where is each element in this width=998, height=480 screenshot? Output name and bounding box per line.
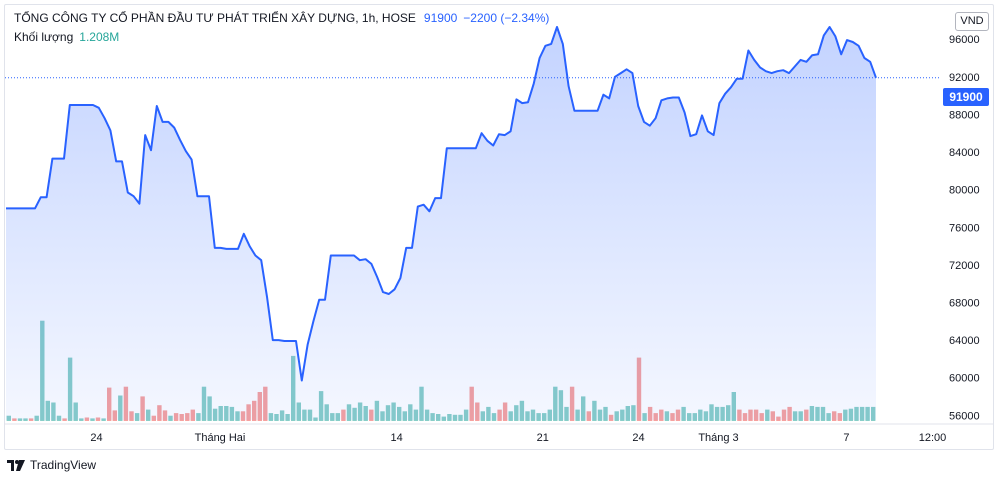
x-tick-label: 24 bbox=[90, 432, 102, 444]
x-tick-label: 12:00 bbox=[919, 432, 947, 444]
tradingview-brand[interactable]: TradingView bbox=[6, 458, 96, 472]
price-line bbox=[6, 26, 877, 382]
y-tick-label: 64000 bbox=[949, 335, 980, 347]
price-area bbox=[6, 27, 876, 420]
y-tick-label: 72000 bbox=[949, 260, 980, 272]
volume-label: Khối lượng bbox=[14, 30, 74, 44]
brand-name: TradingView bbox=[30, 458, 97, 472]
last-price-tag: 91900 bbox=[943, 88, 989, 106]
y-tick-label: 96000 bbox=[949, 34, 980, 46]
x-tick-label: 7 bbox=[843, 432, 849, 444]
x-axis: 24 Tháng Hai 14 21 24 Tháng 3 7 12:00 bbox=[5, 423, 993, 444]
legend-price: 91900 bbox=[423, 11, 458, 25]
currency-button[interactable]: VND bbox=[955, 12, 989, 31]
tradingview-logo-icon bbox=[7, 460, 25, 471]
y-axis: 96000 92000 88000 84000 80000 76000 72000 68000… bbox=[949, 34, 980, 422]
x-tick-label: 24 bbox=[632, 432, 644, 444]
y-tick-label: 68000 bbox=[949, 298, 980, 310]
volume-legend: Khối lượng 1.208M bbox=[14, 30, 119, 44]
y-tick-label: 88000 bbox=[949, 109, 980, 121]
legend-title: TỔNG CÔNG TY CỔ PHẦN ĐẦU TƯ PHÁT TRIỂN X… bbox=[14, 11, 416, 25]
x-tick-label: Tháng 3 bbox=[698, 432, 738, 444]
y-tick-label: 76000 bbox=[949, 222, 980, 234]
chart-frame: 96000 92000 88000 84000 80000 76000 72000 68000… bbox=[4, 4, 994, 450]
legend-change: −2200 (−2.34%) bbox=[463, 11, 550, 25]
volume-value: 1.208M bbox=[79, 30, 120, 44]
chart-legend: TỔNG CÔNG TY CỔ PHẦN ĐẦU TƯ PHÁT TRIỂN X… bbox=[14, 11, 549, 25]
x-tick-label: 14 bbox=[390, 432, 402, 444]
y-tick-label: 80000 bbox=[949, 185, 980, 197]
x-tick-label: Tháng Hai bbox=[195, 432, 246, 444]
y-tick-label: 84000 bbox=[949, 147, 980, 159]
chart-canvas[interactable]: 96000 92000 88000 84000 80000 76000 72000 68000… bbox=[5, 5, 994, 450]
x-tick-label: 21 bbox=[537, 432, 549, 444]
y-tick-label: 56000 bbox=[949, 410, 980, 422]
y-tick-label: 60000 bbox=[949, 373, 980, 385]
y-tick-label: 92000 bbox=[949, 72, 980, 84]
